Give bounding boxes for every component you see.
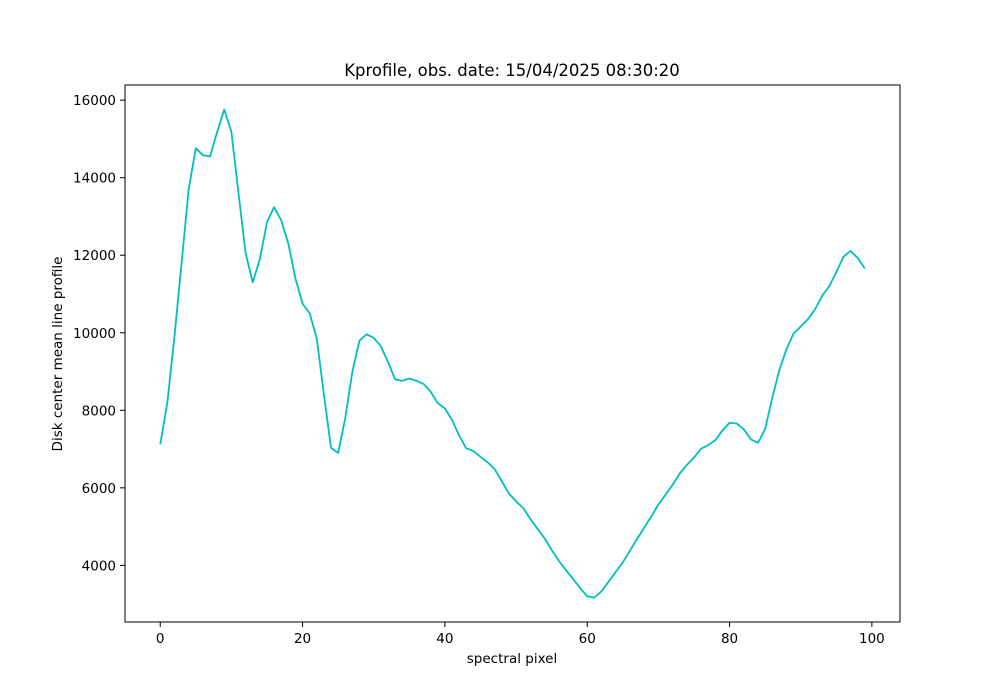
y-tick-label: 10000 — [73, 326, 116, 342]
x-tick-label: 20 — [294, 631, 311, 647]
x-axis-label: spectral pixel — [467, 651, 557, 667]
y-tick-label: 4000 — [82, 558, 116, 574]
y-tick-label: 8000 — [82, 403, 116, 419]
y-tick-label: 16000 — [73, 93, 116, 109]
plot-frame — [124, 84, 901, 623]
y-tick-label: 6000 — [82, 481, 116, 497]
y-tick-label: 12000 — [73, 248, 116, 264]
x-tick-label: 0 — [156, 631, 165, 647]
data-line — [159, 108, 866, 599]
chart-title: Kprofile, obs. date: 15/04/2025 08:30:20 — [344, 61, 680, 80]
x-tick-label: 80 — [721, 631, 738, 647]
x-tick-label: 100 — [859, 631, 885, 647]
y-tick-label: 14000 — [73, 171, 116, 187]
y-axis-label: Disk center mean line profile — [50, 257, 66, 452]
x-tick-label: 60 — [579, 631, 596, 647]
x-tick-label: 40 — [436, 631, 453, 647]
